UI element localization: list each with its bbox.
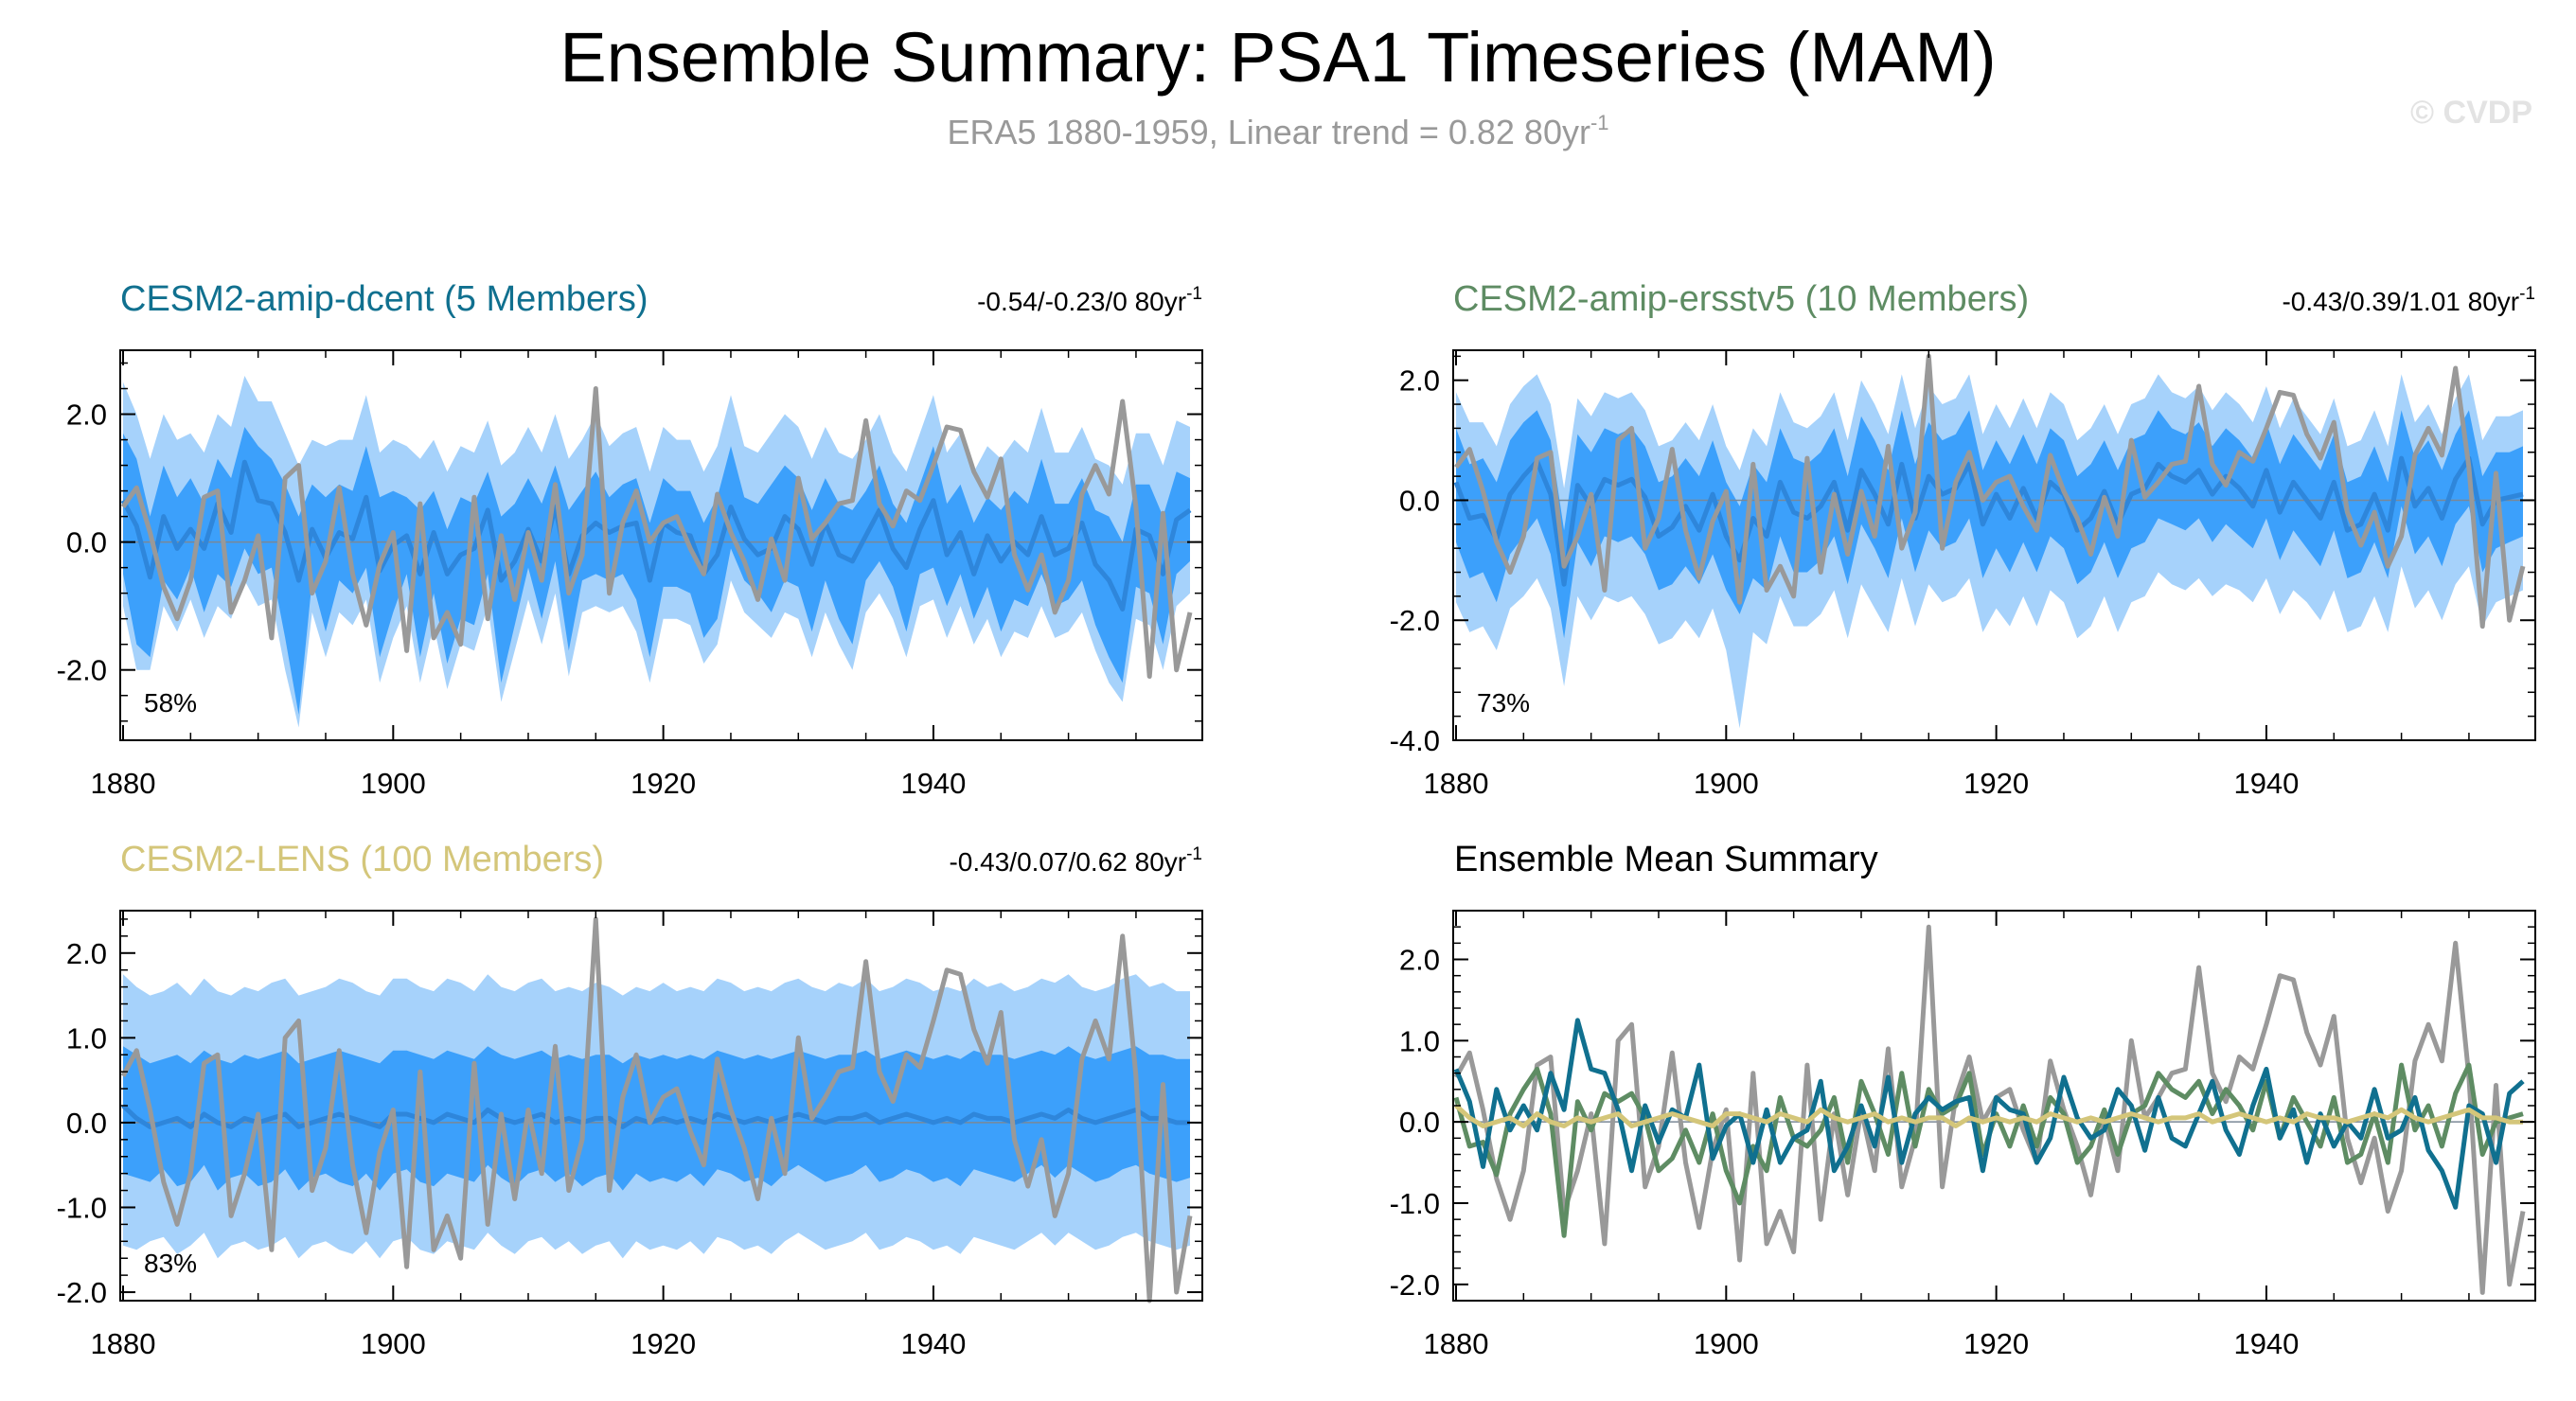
trend-exponent: -1 <box>1186 284 1202 304</box>
series-line-4 <box>1454 1104 2523 1128</box>
y-tick-label: -4.0 <box>1390 724 1440 757</box>
percent-label: 58% <box>144 688 197 718</box>
panel-2: 73% -0.43/0.39/1.01 80yr-1 CESM2-amip-erss… <box>1390 279 2536 800</box>
x-tick-label: 1880 <box>1424 1327 1489 1360</box>
x-tick-label: 1900 <box>361 767 426 800</box>
panels: 58%-0.54/-0.23/0 80yr-1CESM2-amip-dcent … <box>57 279 2536 1360</box>
y-tick-label: 0.0 <box>1399 1106 1440 1139</box>
x-tick-label: 1940 <box>900 1327 966 1360</box>
y-tick-label: 2.0 <box>66 399 107 432</box>
x-tick-label: 1940 <box>2233 1327 2299 1360</box>
series-line-3 <box>1453 1018 2525 1210</box>
y-tick-label: 2.0 <box>1399 944 1440 977</box>
x-tick-label: 1900 <box>1694 1327 1759 1360</box>
y-tick-label: -2.0 <box>1390 604 1440 637</box>
y-tick-label: -2.0 <box>57 1276 107 1309</box>
panel-title: CESM2-amip-ersstv5 (10 Members) <box>1453 279 2029 319</box>
figure-subtitle: ERA5 1880-1959, Linear trend = 0.82 80yr… <box>947 111 1608 151</box>
trend-label: -0.43/0.07/0.62 80yr-1 <box>949 844 1202 877</box>
panel-1: 58% -0.54/-0.23/0 80yr-1 CESM2-amip-dcent … <box>57 279 1203 800</box>
x-tick-label: 1900 <box>361 1327 426 1360</box>
trend-text: -0.54/-0.23/0 80yr <box>977 287 1186 316</box>
watermark: © CVDP <box>2410 95 2532 131</box>
series-line-1 <box>1453 924 2526 1295</box>
figure-title: Ensemble Summary: PSA1 Timeseries (MAM) <box>560 18 1996 97</box>
x-tick-label: 1920 <box>631 1327 696 1360</box>
x-tick-label: 1880 <box>91 1327 156 1360</box>
y-tick-label: 2.0 <box>1399 364 1440 398</box>
y-tick-label: 0.0 <box>66 1107 107 1140</box>
observed-line <box>120 386 1193 679</box>
trend-text: -0.43/0.39/1.01 80yr <box>2282 287 2519 316</box>
x-tick-label: 1940 <box>900 767 966 800</box>
trend-exponent: -1 <box>1186 844 1202 864</box>
x-tick-label: 1940 <box>2233 767 2299 800</box>
x-tick-label: 1880 <box>91 767 156 800</box>
trend-label: -0.43/0.39/1.01 80yr-1 <box>2282 284 2535 316</box>
y-tick-label: -2.0 <box>57 654 107 687</box>
percent-label: 73% <box>1477 688 1530 718</box>
panel-title: CESM2-amip-dcent (5 Members) <box>120 279 648 319</box>
x-tick-label: 1920 <box>1963 1327 2029 1360</box>
panel-4: Ensemble Mean Summary -2.0 -1.0 0.0 1.0 2.0 18… <box>1390 840 2536 1360</box>
y-tick-label: -1.0 <box>1390 1187 1440 1220</box>
y-tick-label: 1.0 <box>1399 1024 1440 1057</box>
panel-3: 83% -0.43/0.07/0.62 80yr-1 CESM2-LENS (100… <box>57 840 1203 1360</box>
plot-frame <box>1452 349 2536 741</box>
panel-title: Ensemble Mean Summary <box>1454 840 1878 879</box>
x-tick-label: 1920 <box>1963 767 2029 800</box>
trend-label: -0.54/-0.23/0 80yr-1 <box>977 284 1202 316</box>
y-tick-label: -2.0 <box>1390 1268 1440 1302</box>
observed-line <box>1454 353 2526 630</box>
trend-text: -0.43/0.07/0.62 80yr <box>949 847 1186 877</box>
x-tick-label: 1880 <box>1424 767 1489 800</box>
percent-label: 83% <box>144 1249 197 1278</box>
figure-subtitle-exponent: -1 <box>1590 111 1609 134</box>
panel-title: CESM2-LENS (100 Members) <box>120 840 604 879</box>
x-tick-label: 1900 <box>1694 767 1759 800</box>
figure-subtitle-text: ERA5 1880-1959, Linear trend = 0.82 80yr <box>947 113 1590 151</box>
inner-spread-band <box>1456 410 2523 639</box>
x-tick-label: 1920 <box>631 767 696 800</box>
y-tick-label: 1.0 <box>66 1021 107 1055</box>
plot-frame <box>119 349 1203 741</box>
observed-line <box>120 916 1193 1303</box>
inner-spread-band <box>123 427 1190 715</box>
y-tick-label: 0.0 <box>66 526 107 559</box>
trend-exponent: -1 <box>2519 284 2535 304</box>
y-tick-label: 2.0 <box>66 937 107 970</box>
ensemble-mean-line <box>1453 455 2524 587</box>
y-tick-label: -1.0 <box>57 1191 107 1224</box>
y-tick-label: 0.0 <box>1399 484 1440 517</box>
